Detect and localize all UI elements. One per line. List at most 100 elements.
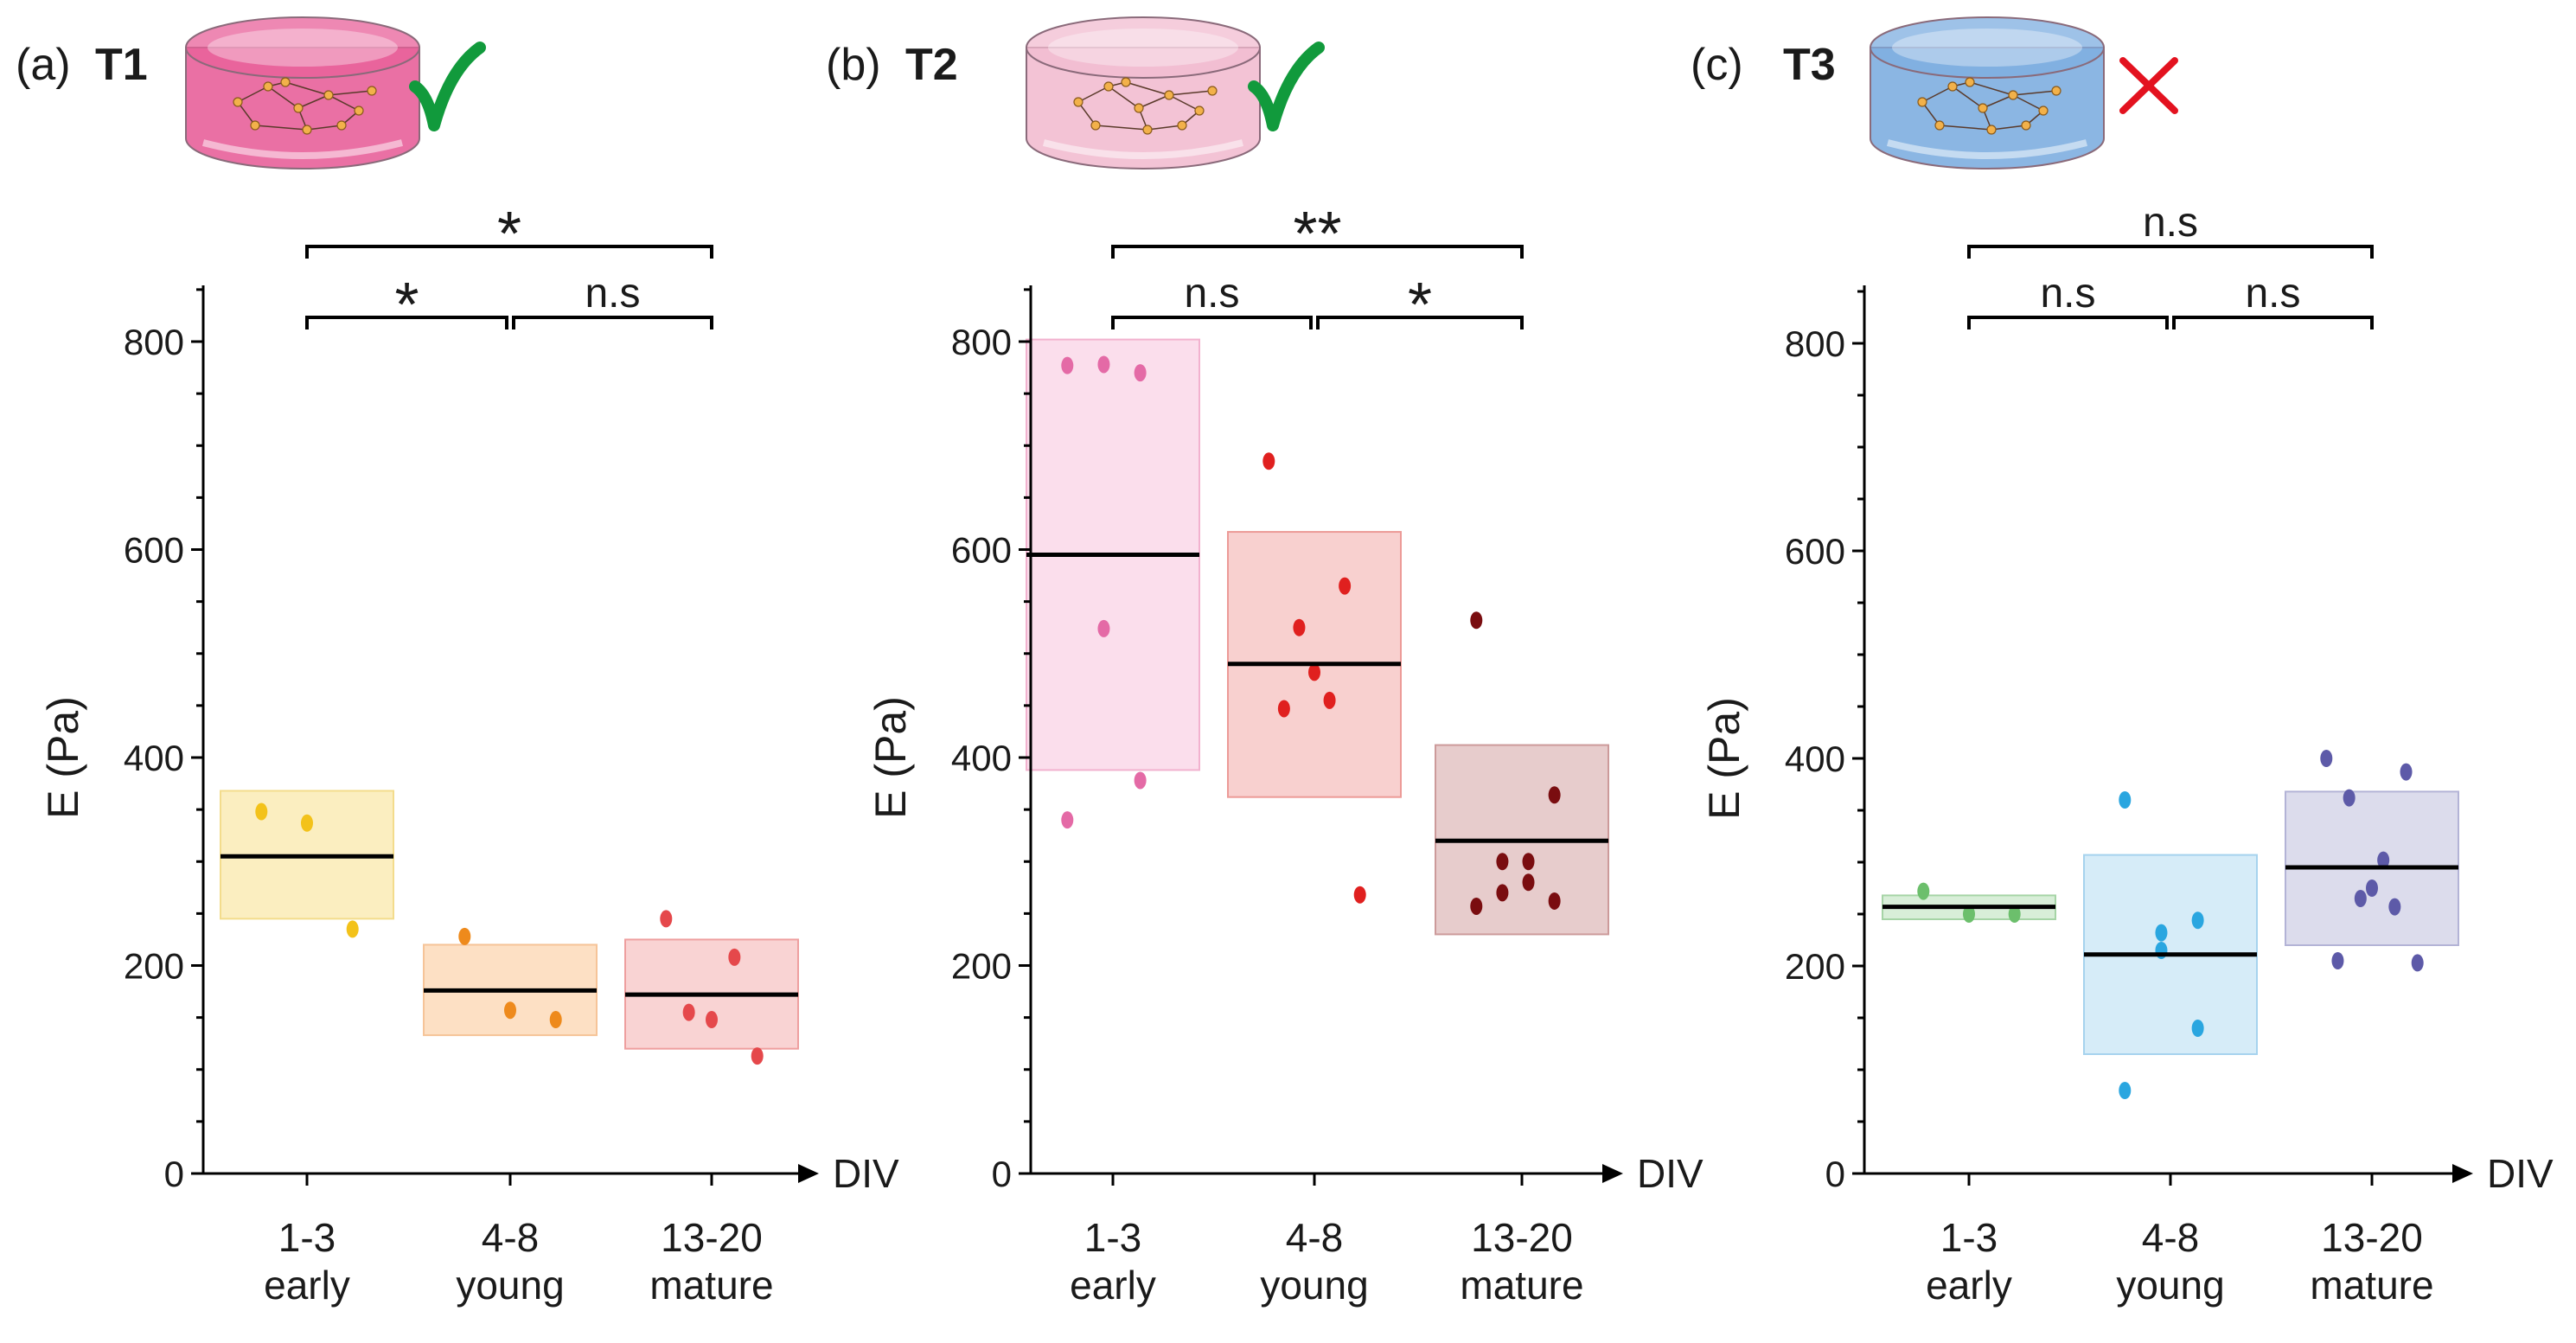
scaffold-shine (1042, 139, 1244, 159)
neuron-link (328, 94, 360, 112)
y-tick-label: 400 (124, 738, 184, 778)
significance-bracket: * (305, 200, 713, 269)
neuron-node (2038, 106, 2049, 116)
neuron-node (250, 120, 260, 131)
data-point (682, 1003, 695, 1021)
neuron-node (1073, 97, 1083, 107)
y-tick-label: 800 (951, 322, 1012, 362)
neuron-node (1986, 125, 1997, 135)
data-point (2191, 911, 2204, 930)
x-tick-sublabel: mature (1460, 1263, 1583, 1308)
significance-bracket: n.s (512, 271, 713, 329)
panel-label: (b) (826, 40, 881, 90)
y-tick-label: 600 (951, 530, 1012, 571)
neuron-node (1947, 81, 1958, 92)
scaffold-shine (1886, 139, 2088, 159)
data-point (1308, 663, 1320, 681)
neuron-link (1095, 125, 1148, 131)
data-point (1496, 853, 1509, 871)
x-tick-sublabel: early (1070, 1263, 1156, 1308)
neuron-node (1164, 90, 1174, 100)
neuron-node (280, 77, 291, 87)
data-point (2411, 954, 2424, 972)
significance-label: * (1408, 271, 1432, 340)
x-tick-sublabel: young (2116, 1263, 2224, 1308)
group-13-20 (624, 910, 799, 1065)
x-tick-label: 13-20 (1471, 1215, 1573, 1260)
significance-bracket: n.s (1967, 271, 2169, 329)
neuron-node (1978, 103, 1988, 113)
group-1-3 (1026, 338, 1200, 829)
panel-title: T3 (1783, 40, 1836, 90)
neuron-link (1939, 125, 1992, 131)
x-tick-sublabel: young (456, 1263, 564, 1308)
neuron-link (254, 125, 308, 131)
significance-bracket: * (305, 271, 508, 340)
group-1-3 (220, 790, 394, 938)
neuron-node (1177, 120, 1187, 131)
bracket-line (1967, 316, 2169, 329)
neuron-node (1917, 97, 1927, 107)
neuron-link (306, 125, 342, 131)
bracket-line (1316, 316, 1524, 329)
neuron-link (1991, 125, 2027, 131)
neuron-link (1077, 86, 1109, 103)
bracket-line (305, 245, 713, 259)
panel-title: T2 (905, 40, 958, 90)
group-4-8 (2083, 791, 2258, 1099)
y-tick-label: 400 (1785, 739, 1845, 779)
data-point (2388, 898, 2401, 916)
data-point (255, 803, 268, 821)
panel-title: T1 (95, 40, 148, 90)
data-point (1917, 882, 1930, 900)
data-point (2343, 789, 2355, 807)
neuron-node (354, 106, 364, 116)
significance-bracket: n.s (2172, 271, 2374, 329)
x-axis-label: DIV (833, 1151, 899, 1196)
data-point (2366, 879, 2378, 897)
scaffold-top (1026, 16, 1261, 79)
x-tick-sublabel: early (1926, 1263, 2012, 1308)
neuron-link (297, 94, 329, 109)
panel-label: (a) (16, 40, 71, 90)
neuron-node (1121, 77, 1131, 87)
x-tick-label: 13-20 (2321, 1215, 2423, 1260)
scaffold-icon (185, 16, 420, 169)
y-tick-label: 200 (951, 946, 1012, 987)
data-point (301, 814, 313, 832)
data-point (1522, 853, 1535, 871)
y-tick-label: 600 (1785, 531, 1845, 572)
neuron-node (1134, 103, 1144, 113)
x-tick-label: 1-3 (1940, 1215, 1998, 1260)
neuron-link (1168, 94, 1200, 112)
neuron-link (1125, 81, 1170, 96)
x-tick-sublabel: young (1260, 1263, 1368, 1308)
data-point (2119, 791, 2132, 809)
x-axis-arrow (2452, 1164, 2473, 1183)
x-axis-arrow (1602, 1164, 1623, 1183)
y-axis-label: E (Pa) (1700, 697, 1748, 820)
data-point (660, 910, 673, 928)
y-tick-label: 600 (124, 530, 184, 571)
x-axis-label: DIV (1637, 1151, 1703, 1196)
data-point (1277, 700, 1290, 718)
scaffold-highlight (1048, 29, 1238, 67)
bracket-line (2172, 316, 2374, 329)
red-cross-icon (2119, 57, 2178, 114)
significance-label: * (394, 271, 419, 340)
x-tick-sublabel: mature (649, 1263, 773, 1308)
y-axis-label: E (Pa) (39, 696, 87, 819)
green-checkmark-icon (409, 42, 486, 131)
y-axis-label: E (Pa) (866, 696, 915, 819)
x-axis-arrow (798, 1164, 819, 1183)
scaffold-top (1870, 16, 2105, 79)
data-point (1061, 356, 1074, 374)
x-axis-label: DIV (2487, 1151, 2554, 1196)
neuron-node (1142, 125, 1153, 135)
group-4-8 (1227, 452, 1402, 904)
neuron-node (233, 97, 243, 107)
bracket-line (305, 316, 508, 329)
data-point (1323, 691, 1336, 709)
